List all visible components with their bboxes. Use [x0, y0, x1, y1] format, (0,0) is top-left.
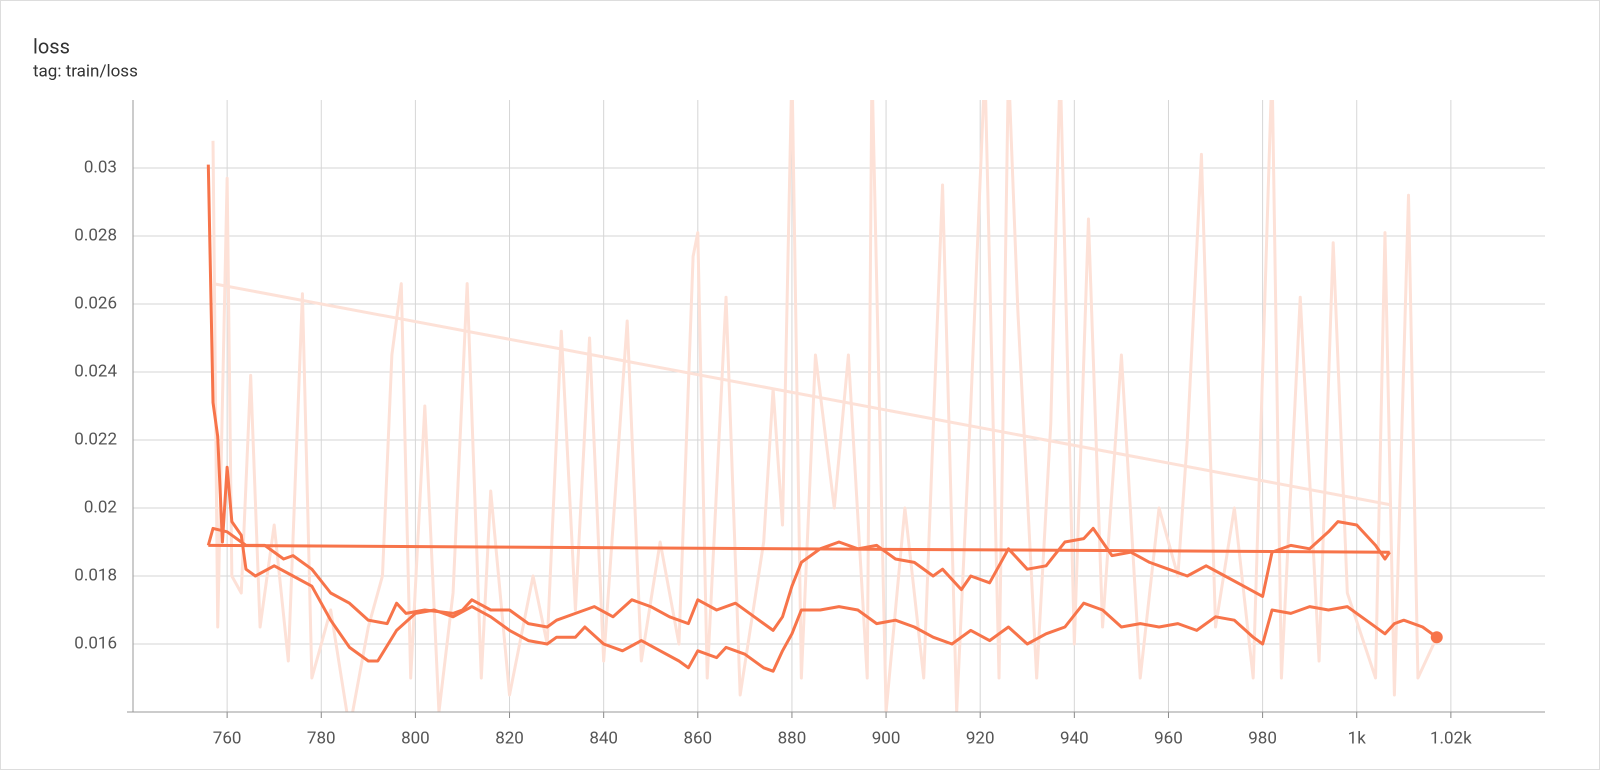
- y-tick-label: 0.024: [74, 361, 117, 381]
- x-tick-label: 960: [1154, 728, 1183, 748]
- series-line: [206, 520, 1391, 632]
- x-tick-label: 860: [683, 728, 712, 748]
- chart-subtitle: tag: train/loss: [33, 61, 138, 81]
- y-tick-label: 0.016: [74, 633, 117, 653]
- y-tick-label: 0.018: [74, 565, 117, 585]
- chart-title: loss: [33, 34, 70, 58]
- x-tick-label: 920: [966, 728, 995, 748]
- y-tick-label: 0.02: [84, 497, 117, 517]
- end-marker: [1430, 631, 1443, 644]
- axes: 0.016 0.018 0.02 0.022 0.024 0.026 0.028 0.03 76…: [74, 100, 1545, 748]
- x-tick-label: 940: [1060, 728, 1089, 748]
- x-tick-label: 980: [1248, 728, 1277, 748]
- x-tick-label: 880: [778, 728, 807, 748]
- x-tick-label: 840: [589, 728, 618, 748]
- x-tick-label: 1.02k: [1430, 728, 1472, 748]
- x-tick-label: 820: [495, 728, 524, 748]
- y-tick-label: 0.03: [84, 157, 117, 177]
- series-line: [211, 100, 1439, 712]
- y-tick-label: 0.026: [74, 293, 117, 313]
- x-tick-label: 760: [213, 728, 242, 748]
- series-line: [208, 543, 1390, 554]
- series-line: [206, 164, 1438, 673]
- x-tick-label: 1k: [1348, 728, 1367, 748]
- y-tick-label: 0.022: [74, 429, 117, 449]
- plot-area: [206, 100, 1443, 712]
- series-line: [212, 282, 1390, 507]
- x-tick-label: 780: [307, 728, 336, 748]
- x-tick-label: 900: [872, 728, 901, 748]
- x-tick-label: 800: [401, 728, 430, 748]
- y-tick-label: 0.028: [74, 225, 117, 245]
